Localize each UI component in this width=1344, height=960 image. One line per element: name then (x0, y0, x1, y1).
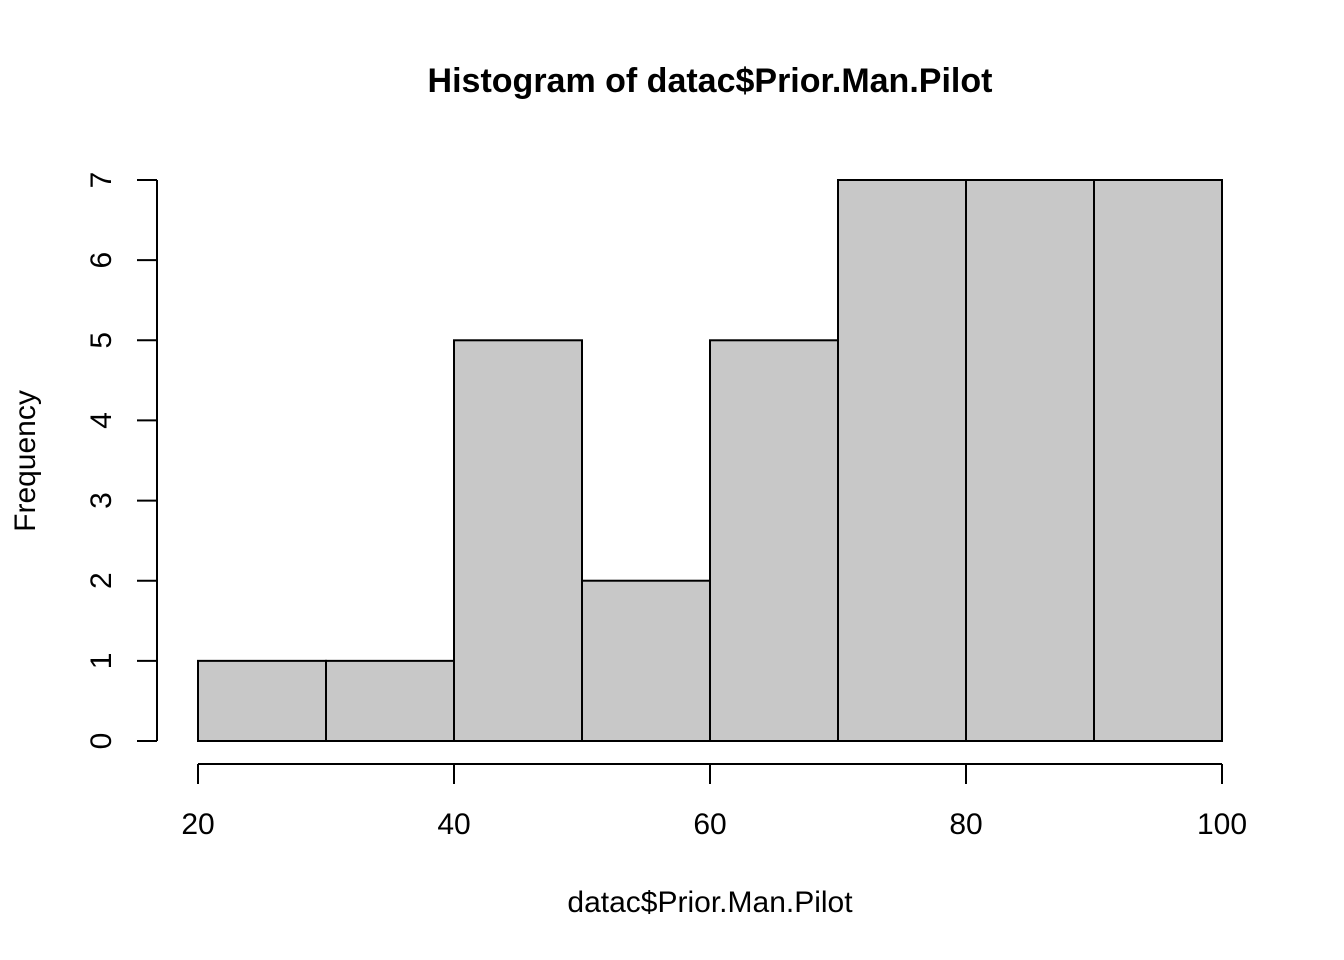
x-tick-label: 100 (1197, 808, 1247, 841)
y-axis-label: Frequency (9, 390, 42, 532)
y-tick-label: 1 (85, 653, 118, 670)
x-tick-label: 80 (949, 808, 982, 841)
y-axis: 0 1 2 3 4 5 6 7 (85, 172, 158, 750)
histogram-bar-6 (837, 179, 967, 742)
histogram-bar-2 (325, 659, 455, 742)
y-tick-label: 7 (85, 172, 118, 189)
y-tick-label: 6 (85, 252, 118, 269)
chart-title: Histogram of datac$Prior.Man.Pilot (428, 62, 993, 100)
bars-group (197, 179, 1223, 743)
histogram-bar-1 (197, 659, 327, 742)
x-axis: 20 40 60 80 100 (181, 763, 1247, 841)
y-tick-label: 3 (85, 492, 118, 509)
histogram-bar-4 (581, 579, 711, 743)
x-tick-label: 40 (437, 808, 470, 841)
histogram-bar-5 (709, 339, 839, 742)
histogram-bar-3 (453, 339, 583, 742)
x-tick-label: 60 (693, 808, 726, 841)
y-tick-label: 5 (85, 332, 118, 349)
x-axis-label: datac$Prior.Man.Pilot (567, 886, 853, 919)
histogram-bar-7 (965, 179, 1095, 742)
y-tick-label: 4 (85, 412, 118, 429)
y-tick-label: 0 (85, 733, 118, 750)
y-tick-label: 2 (85, 572, 118, 589)
x-tick-label: 20 (181, 808, 214, 841)
histogram-bar-8 (1093, 179, 1223, 742)
